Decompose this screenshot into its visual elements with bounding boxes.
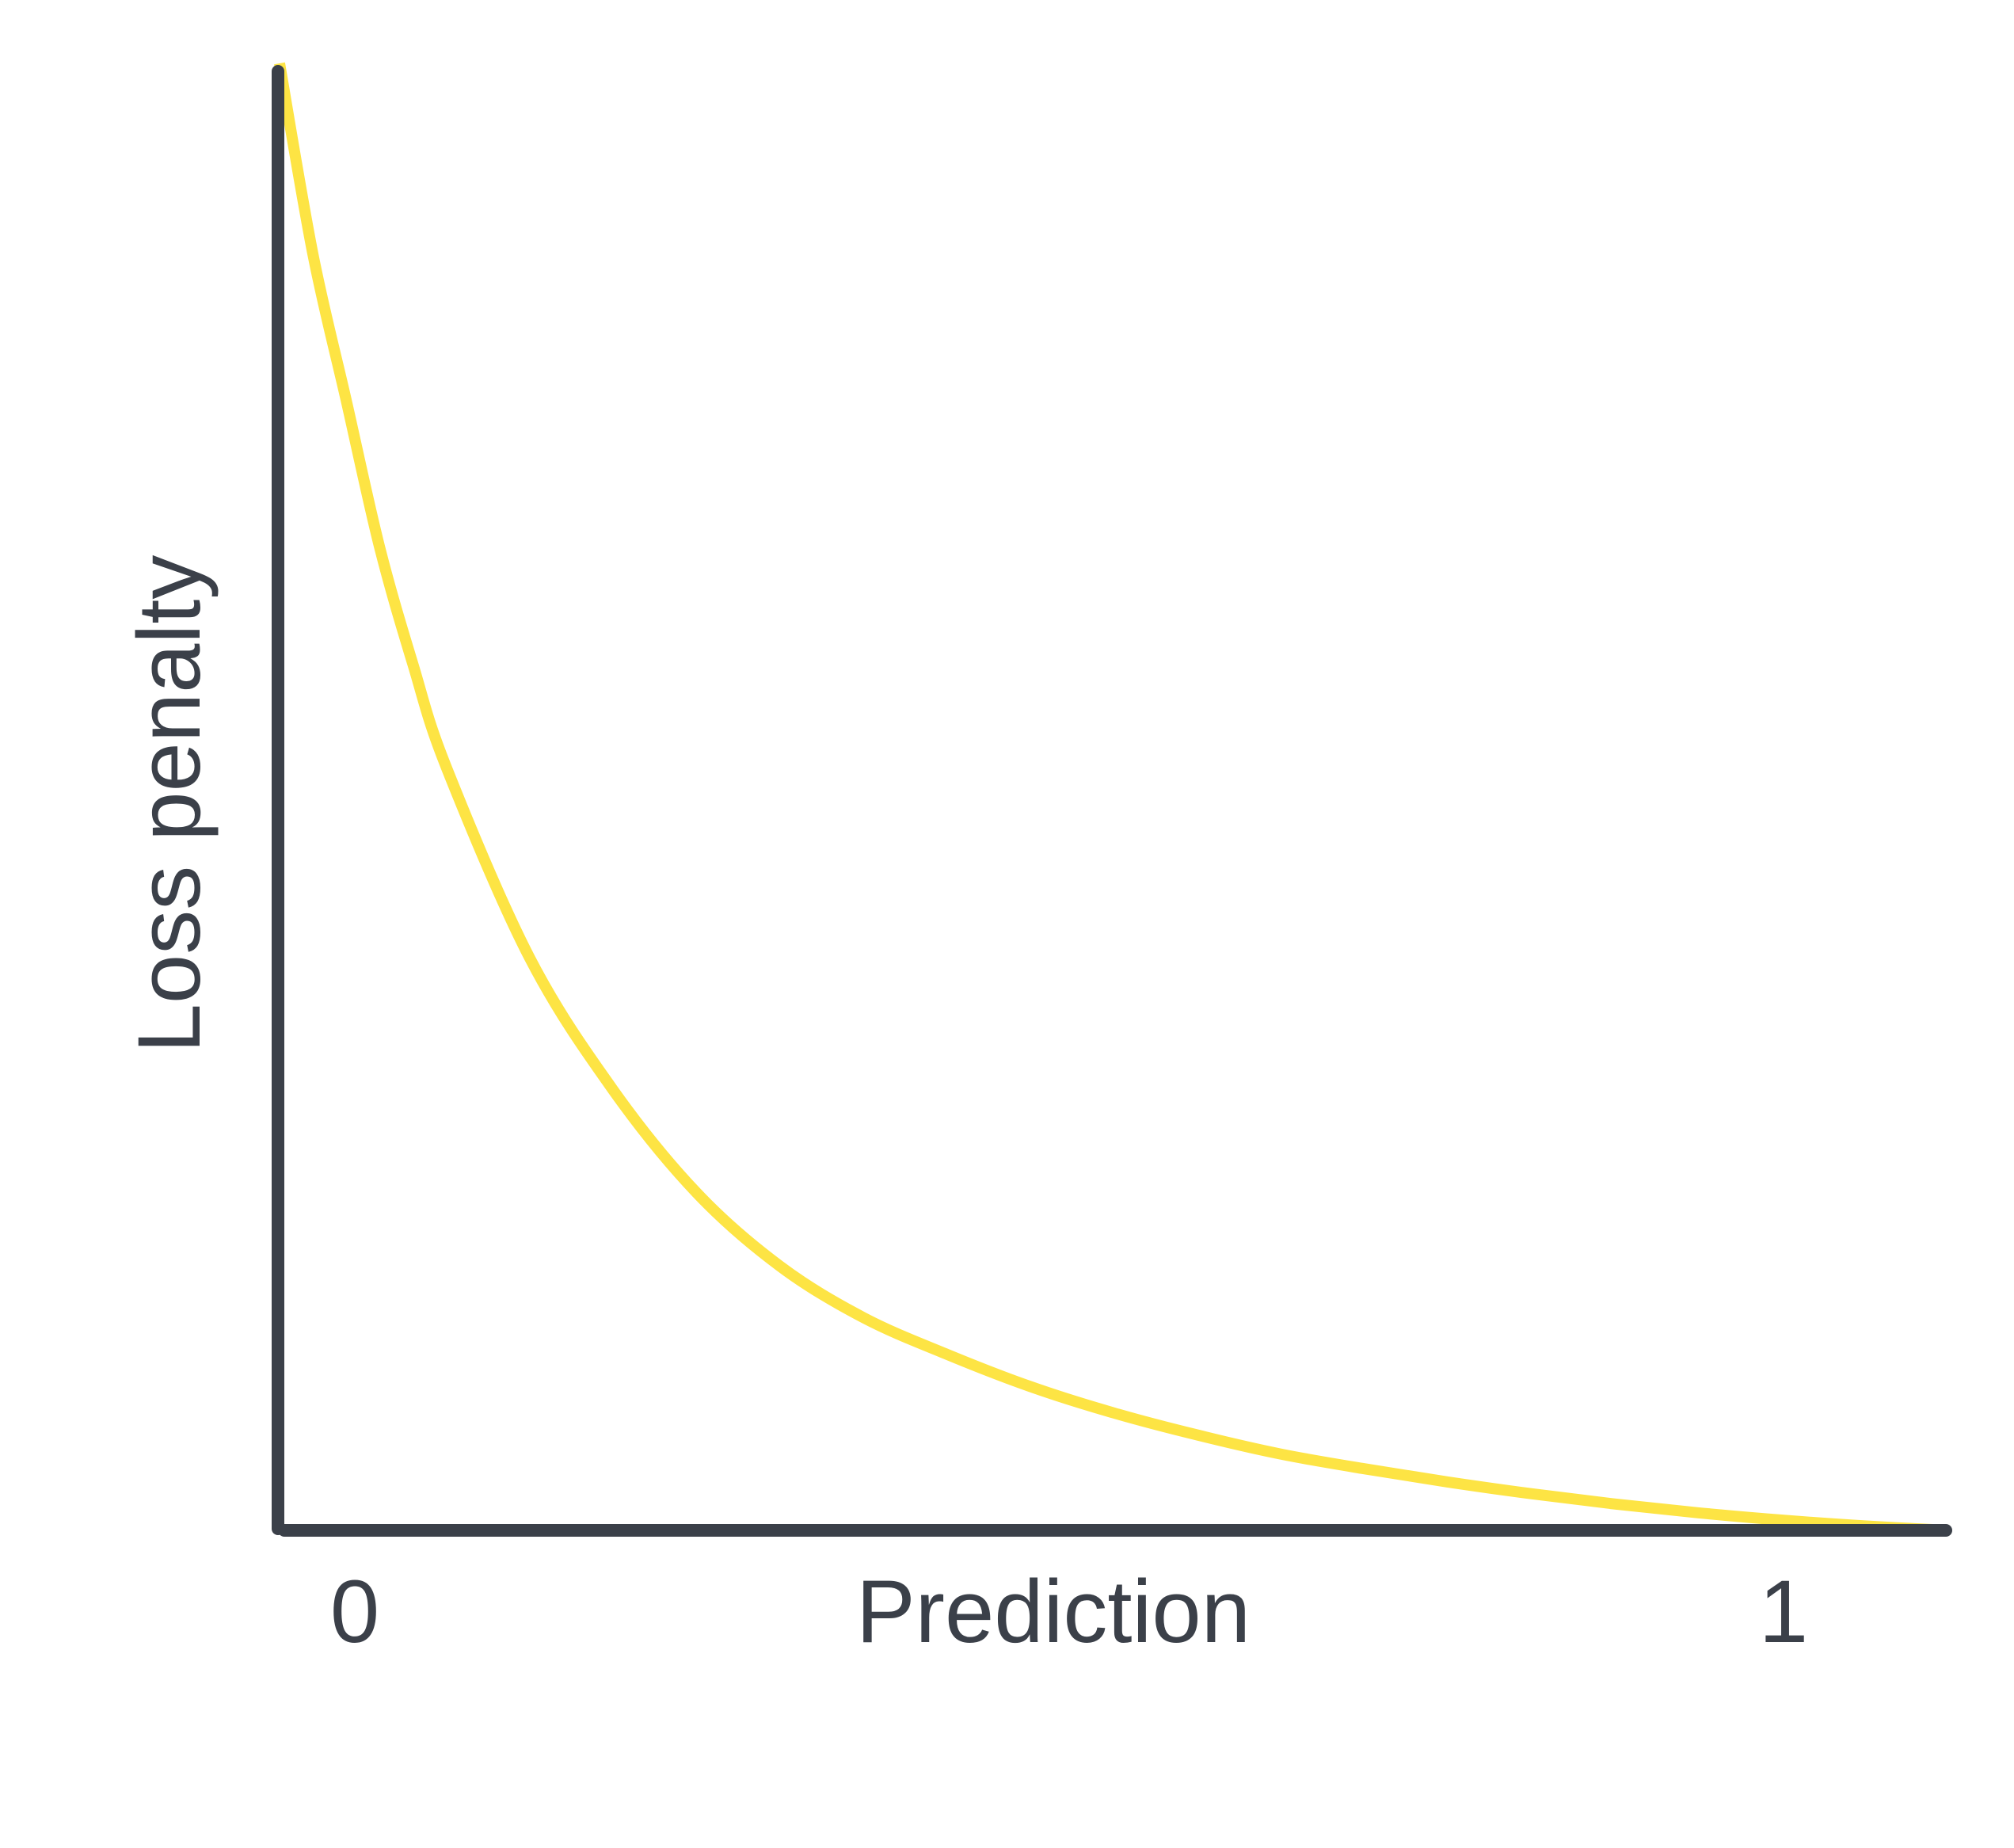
y-axis-label: Loss penalty	[120, 555, 219, 1054]
x-tick-label-0: 0	[330, 1562, 379, 1661]
x-axis-label: Prediction	[856, 1562, 1251, 1661]
x-tick-label-1: 1	[1759, 1562, 1808, 1661]
loss-curve-series-0	[274, 62, 1949, 1536]
curve-layer	[274, 62, 1949, 1536]
